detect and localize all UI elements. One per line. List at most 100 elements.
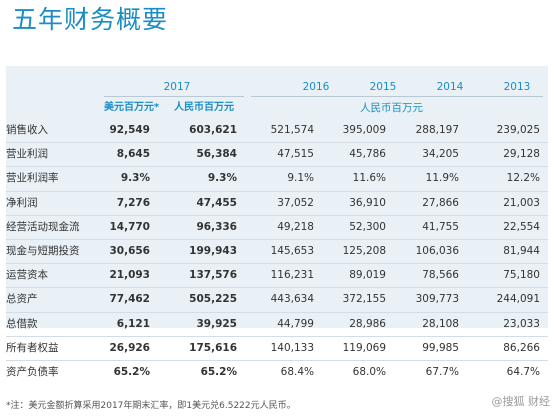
cell-y2014: 41,755 <box>422 220 459 233</box>
cell-y2013: 64.7% <box>506 366 540 378</box>
footnote: *注：美元金额折算采用2017年期末汇率，即1美元兑6.5222元人民币。 <box>6 401 296 411</box>
cell-y2013: 29,128 <box>503 148 540 161</box>
row-label: 经营活动现金流 <box>6 220 80 233</box>
row-divider <box>6 335 548 337</box>
header-panel <box>6 66 548 328</box>
row-divider <box>6 190 548 192</box>
cell-y2015: 52,300 <box>349 220 386 233</box>
row-label: 总借款 <box>6 317 38 330</box>
cell-rmb2017: 175,616 <box>189 341 237 354</box>
cell-rmb2017: 9.3% <box>207 172 237 185</box>
cell-y2016: 68.4% <box>280 366 314 378</box>
cell-y2015: 372,155 <box>342 293 386 306</box>
row-label: 销售收入 <box>6 124 48 136</box>
cell-y2016: 116,231 <box>270 269 314 282</box>
cell-usd: 77,462 <box>109 293 150 306</box>
cell-y2016: 44,799 <box>277 317 314 330</box>
cell-usd: 8,645 <box>116 148 150 161</box>
header-unit-rmb-right: 人民币百万元 <box>360 102 423 114</box>
cell-y2013: 23,033 <box>503 317 540 330</box>
cell-y2013: 81,944 <box>503 245 540 257</box>
cell-y2013: 75,180 <box>503 269 540 282</box>
cell-y2015: 89,019 <box>349 269 386 282</box>
cell-y2014: 309,773 <box>415 293 459 306</box>
header-year-2017: 2017 <box>163 81 191 93</box>
cell-rmb2017: 505,225 <box>189 293 237 306</box>
cell-usd: 30,656 <box>109 245 150 257</box>
cell-rmb2017: 47,455 <box>196 196 237 209</box>
row-divider <box>6 287 548 289</box>
cell-usd: 7,276 <box>116 196 150 209</box>
cell-rmb2017: 65.2% <box>200 366 237 378</box>
row-label: 资产负债率 <box>6 366 59 378</box>
cell-y2013: 12.2% <box>506 172 540 185</box>
cell-y2015: 68.0% <box>352 366 386 378</box>
cell-usd: 14,770 <box>109 220 150 233</box>
cell-y2014: 28,108 <box>422 317 459 330</box>
cell-y2014: 106,036 <box>415 245 459 257</box>
cell-usd: 9.3% <box>120 172 150 185</box>
cell-y2013: 244,091 <box>496 293 540 306</box>
cell-rmb2017: 199,943 <box>189 245 237 257</box>
cell-rmb2017: 39,925 <box>196 317 237 330</box>
cell-y2015: 28,986 <box>349 317 386 330</box>
cell-y2013: 21,003 <box>503 196 540 209</box>
row-label: 现金与短期投资 <box>6 245 80 257</box>
cell-y2014: 78,566 <box>422 269 459 282</box>
cell-y2014: 99,985 <box>422 341 459 354</box>
header-separator-left <box>104 96 244 97</box>
row-divider <box>6 360 548 361</box>
row-divider <box>6 166 548 168</box>
cell-usd: 65.2% <box>113 366 150 378</box>
row-label: 净利润 <box>6 196 38 209</box>
cell-y2015: 36,910 <box>349 196 386 209</box>
header-unit-usd: 美元百万元* <box>104 102 160 113</box>
header-year-2015: 2015 <box>369 81 397 93</box>
cell-y2016: 9.1% <box>287 172 314 185</box>
cell-y2016: 47,515 <box>277 148 314 161</box>
cell-usd: 92,549 <box>109 124 150 136</box>
cell-rmb2017: 137,576 <box>189 269 237 282</box>
cell-y2015: 45,786 <box>349 148 386 161</box>
row-label: 总资产 <box>6 293 38 306</box>
cell-usd: 21,093 <box>109 269 150 282</box>
header-separator-right <box>251 96 543 97</box>
cell-rmb2017: 603,621 <box>189 124 237 136</box>
cell-y2014: 11.9% <box>425 172 459 185</box>
row-label: 营业利润 <box>6 148 48 161</box>
header-unit-rmb: 人民币百万元 <box>174 102 234 113</box>
watermark: @搜狐 财经 <box>491 395 551 408</box>
cell-y2014: 27,866 <box>422 196 459 209</box>
row-label: 运营资本 <box>6 269 48 282</box>
page-title: 五年财务概要 <box>12 5 169 34</box>
cell-y2016: 521,574 <box>270 124 314 136</box>
cell-y2015: 395,009 <box>342 124 386 136</box>
cell-y2016: 49,218 <box>277 220 314 233</box>
cell-y2015: 119,069 <box>342 341 386 354</box>
cell-y2016: 37,052 <box>277 196 314 209</box>
cell-y2016: 145,653 <box>270 245 314 257</box>
cell-usd: 26,926 <box>109 341 150 354</box>
cell-rmb2017: 56,384 <box>196 148 237 161</box>
cell-y2013: 22,554 <box>503 220 540 233</box>
row-divider <box>6 142 548 144</box>
row-divider <box>6 263 548 265</box>
header-year-2016: 2016 <box>302 81 330 93</box>
cell-y2016: 140,133 <box>270 341 314 354</box>
row-divider <box>6 239 548 240</box>
cell-y2014: 34,205 <box>422 148 459 161</box>
cell-y2015: 125,208 <box>342 245 386 257</box>
cell-y2015: 11.6% <box>352 172 386 185</box>
row-label: 营业利润率 <box>6 172 59 185</box>
row-label: 所有者权益 <box>6 341 59 354</box>
cell-y2016: 443,634 <box>270 293 314 306</box>
cell-usd: 6,121 <box>116 317 150 330</box>
cell-y2014: 67.7% <box>425 366 459 378</box>
cell-rmb2017: 96,336 <box>196 220 237 233</box>
row-divider <box>6 214 548 216</box>
cell-y2013: 239,025 <box>496 124 540 136</box>
header-year-2013: 2013 <box>503 81 531 93</box>
cell-y2014: 288,197 <box>415 124 459 136</box>
row-divider <box>6 311 548 313</box>
cell-y2013: 86,266 <box>503 341 540 354</box>
